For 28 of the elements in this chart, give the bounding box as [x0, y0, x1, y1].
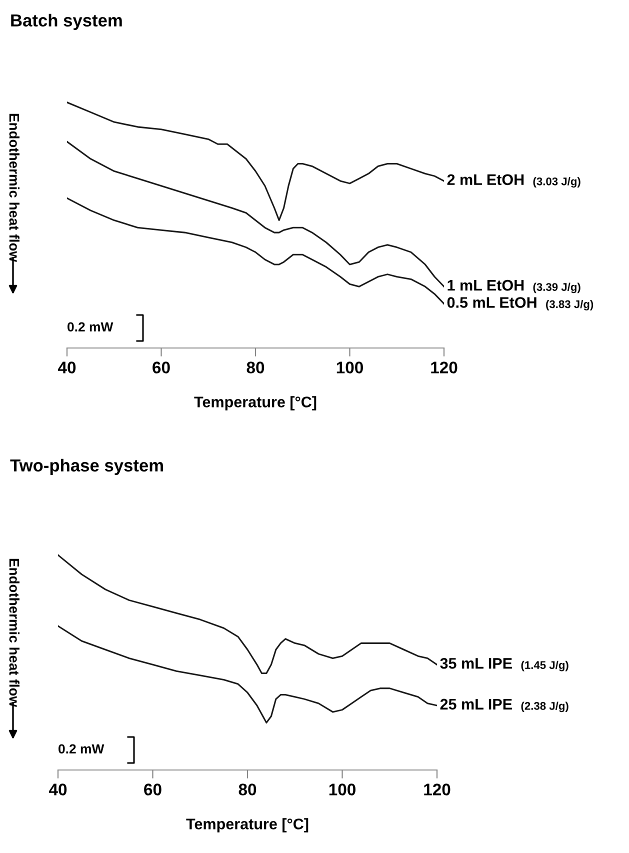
- x-tick-label: 80: [238, 784, 256, 796]
- x-tick-label: 120: [431, 362, 458, 374]
- series-label: 35 mL IPE: [440, 658, 512, 669]
- x-tick-label: 100: [336, 362, 363, 374]
- chart-title: Batch system: [11, 14, 122, 30]
- series-label: 1 mL EtOH: [448, 280, 524, 291]
- x-tick-label: 100: [329, 784, 356, 796]
- x-tick-label: 60: [144, 784, 162, 796]
- x-axis-title: Temperature [°C]: [186, 818, 308, 832]
- x-tick-label: 60: [152, 362, 170, 374]
- chart-title: Two-phase system: [10, 458, 163, 475]
- y-axis-title: Endothermic heat flow: [9, 114, 20, 262]
- text: (3.39 J/g): [533, 282, 580, 294]
- x-tick-label: 120: [424, 784, 450, 796]
- series-label: 0.5 mL EtOH: [447, 297, 536, 308]
- text: (3.83 J/g): [546, 300, 594, 310]
- x-tick-label: 40: [48, 784, 67, 796]
- x-axis-title: Temperature [°C]: [194, 396, 316, 410]
- x-tick-label: 80: [246, 362, 264, 374]
- text: (2.38 J/g): [521, 702, 568, 712]
- text: (3.03 J/g): [533, 177, 580, 188]
- text: (1.45 J/g): [521, 660, 568, 672]
- series-label: 2 mL EtOH: [447, 174, 524, 186]
- annotation: 0.2 mW: [68, 322, 114, 332]
- x-tick-label: 40: [58, 362, 76, 374]
- y-axis-title: Endothermic heat flow: [9, 558, 20, 707]
- annotation: 0.2 mW: [58, 744, 104, 754]
- series-label: 25 mL IPE: [440, 698, 512, 710]
